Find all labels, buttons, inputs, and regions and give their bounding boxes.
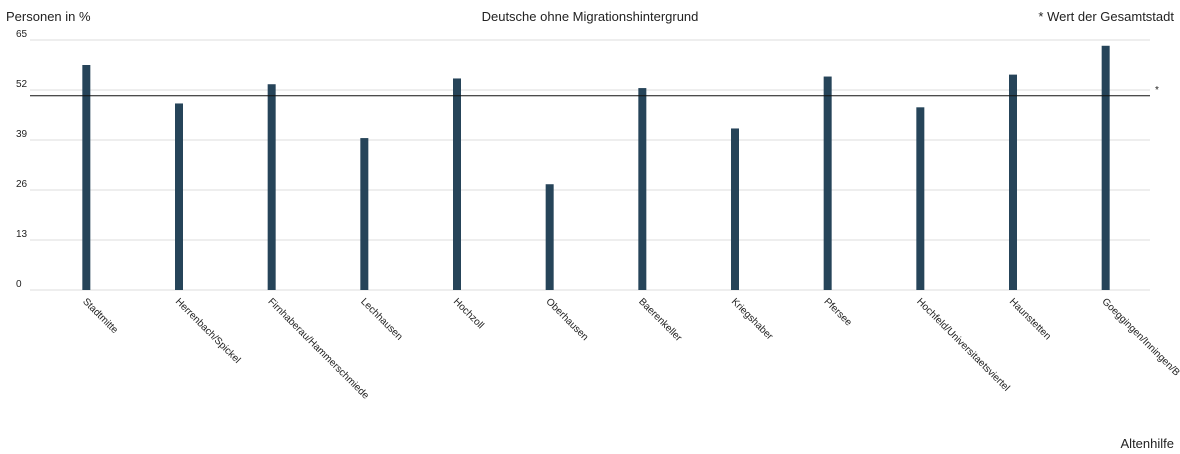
bar: [175, 103, 183, 290]
reference-marker: *: [1155, 85, 1159, 96]
bar: [545, 184, 554, 290]
bar: [82, 65, 91, 290]
y-tick-label: 39: [16, 129, 28, 140]
x-tick-label: Baerenkeller: [636, 296, 684, 344]
bar: [916, 107, 925, 290]
x-tick-label: Herrenbach/Spickel: [173, 296, 242, 365]
x-tick-label: Goeggingen/Inningen/B: [1100, 296, 1180, 378]
x-tick-label: Hochzoll: [451, 296, 486, 331]
reference-note: * Wert der Gesamtstadt: [1038, 9, 1174, 24]
x-tick-label: Haunstetten: [1007, 296, 1053, 342]
bar: [823, 76, 832, 291]
x-tick-label: Hochfeld/Universitaetsviertel: [914, 296, 1011, 393]
x-tick-label: Pfersee: [822, 296, 854, 328]
y-axis-title: Personen in %: [6, 9, 91, 24]
x-tick-label: Kriegshaber: [729, 296, 775, 342]
bar: [638, 88, 647, 290]
x-tick-label: Firnhaberau/Hammerschmiede: [266, 296, 372, 402]
footer-label: Altenhilfe: [1120, 436, 1174, 451]
bar: [1009, 74, 1017, 290]
y-tick-label: 0: [16, 279, 22, 290]
x-tick-label: Oberhausen: [544, 296, 591, 343]
bar: [453, 78, 461, 290]
y-tick-label: 52: [16, 79, 28, 90]
bar: [731, 128, 739, 290]
bar: [360, 138, 369, 290]
chart-title: Deutsche ohne Migrationshintergrund: [481, 9, 699, 24]
bar: [267, 84, 276, 290]
y-tick-label: 26: [16, 179, 28, 190]
x-tick-label: Lechhausen: [358, 296, 404, 342]
x-tick-label: Stadtmitte: [80, 296, 120, 336]
bar: [1101, 45, 1110, 291]
y-tick-label: 65: [16, 29, 28, 40]
y-tick-label: 13: [16, 229, 28, 240]
